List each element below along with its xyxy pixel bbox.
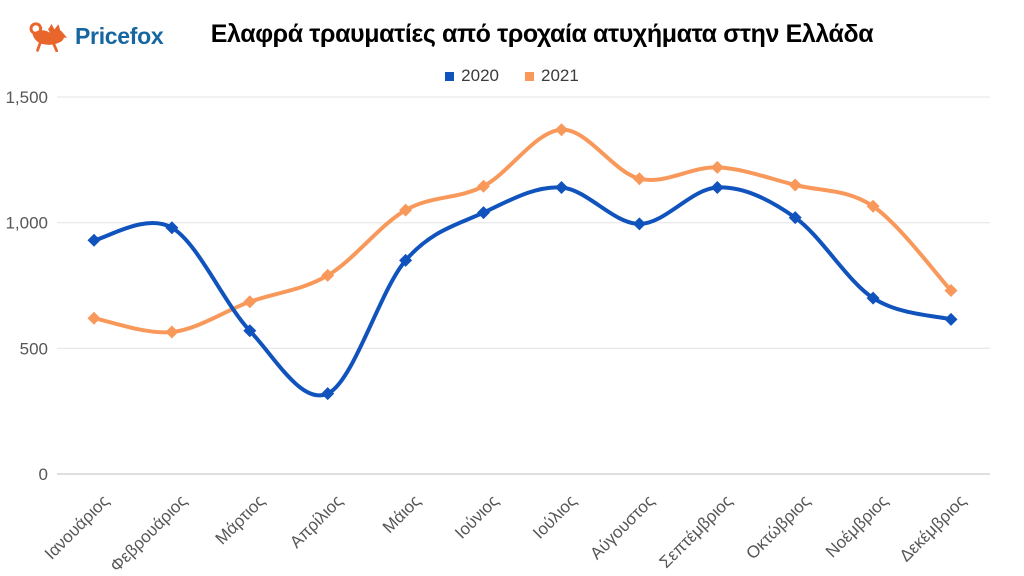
series-line-2021 (92, 127, 953, 335)
gridlines (57, 96, 990, 475)
data-point-marker (243, 324, 257, 338)
data-point-marker (243, 295, 257, 309)
legend-item-2020: 2020 (445, 66, 499, 86)
legend-label-2020: 2020 (461, 66, 499, 85)
data-point-marker (944, 284, 958, 297)
legend-swatch-2020 (445, 71, 455, 81)
logo-text: Pricefox (75, 22, 164, 49)
legend-swatch-2021 (525, 71, 534, 81)
x-tick-label: Νοέμβριος (822, 491, 892, 561)
series-markers-2020 (87, 181, 958, 401)
data-point-marker (866, 199, 880, 213)
x-tick-label: Ιούνιος (451, 491, 502, 542)
data-point-marker (710, 160, 724, 174)
data-point-marker (87, 311, 101, 325)
y-tick-label: 500 (20, 339, 48, 358)
data-point-marker (477, 206, 490, 220)
y-tick-label: 1,000 (5, 214, 48, 233)
x-tick-label: Αύγουστος (586, 491, 658, 563)
data-point-marker (944, 312, 958, 326)
chart-title: Ελαφρά τραυματίες από τροχαία ατυχήματα … (210, 20, 874, 48)
series-line-2020 (92, 185, 953, 398)
data-point-marker (399, 203, 413, 217)
pricefox-logo: Pricefox (28, 20, 164, 52)
legend-item-2021: 2021 (525, 66, 579, 86)
header: Pricefox Ελαφρά τραυματίες από τροχαία α… (0, 0, 1024, 60)
data-point-marker (165, 221, 179, 235)
x-tick-label: Απρίλιος (286, 491, 346, 551)
x-tick-label: Σεπτέμβριος (656, 491, 736, 571)
data-point-marker (477, 179, 490, 193)
data-point-marker (555, 181, 568, 194)
data-point-marker (632, 217, 646, 231)
data-point-marker (710, 181, 724, 194)
series-markers-2021 (87, 123, 958, 339)
data-point-marker (866, 291, 880, 305)
data-point-marker (321, 268, 335, 282)
fox-icon (29, 22, 68, 52)
x-tick-label: Μάρτιος (212, 491, 269, 548)
x-tick-label: Ιανουάριος (41, 491, 113, 563)
data-point-marker (87, 233, 101, 247)
data-point-marker (632, 172, 646, 186)
x-tick-label: Οκτώβριος (742, 491, 814, 563)
data-point-marker (321, 387, 335, 401)
x-tick-label: Ιούλιος (529, 491, 580, 542)
chart-legend: 2020 2021 (0, 65, 1024, 87)
legend-label-2021: 2021 (541, 66, 579, 85)
y-tick-label: 0 (39, 465, 48, 484)
x-tick-label: Μάιος (379, 491, 425, 537)
data-point-marker (788, 211, 802, 225)
y-tick-label: 1,500 (5, 88, 48, 107)
data-point-marker (788, 178, 802, 192)
x-tick-label: Φεβρουάριος (106, 491, 190, 575)
data-point-marker (399, 253, 413, 267)
data-point-marker (165, 325, 179, 339)
x-tick-label: Δεκέμβριος (896, 491, 970, 565)
data-point-marker (555, 123, 568, 137)
